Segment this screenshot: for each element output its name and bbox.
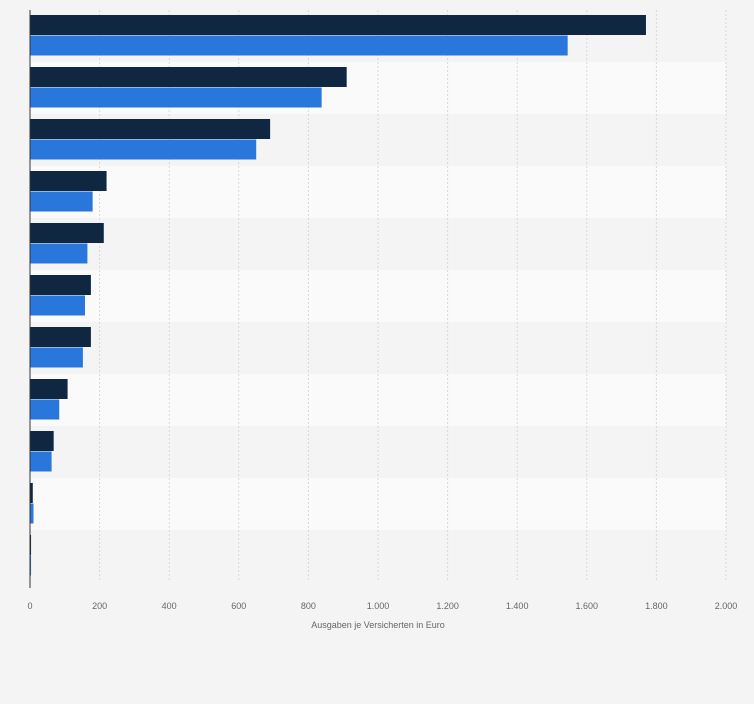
x-tick-label: 400 [162, 601, 177, 611]
bars [30, 15, 646, 576]
bar-series-2[interactable] [30, 243, 88, 264]
bar-series-1[interactable] [30, 535, 32, 555]
bar-series-2[interactable] [30, 399, 60, 420]
x-tick-label: 200 [92, 601, 107, 611]
bar-series-1[interactable] [30, 431, 54, 451]
x-tick-label: 1.600 [576, 601, 599, 611]
bar-series-1[interactable] [30, 67, 347, 87]
bar-series-2[interactable] [30, 295, 85, 316]
gridlines [99, 10, 727, 582]
bar-series-1[interactable] [30, 119, 271, 139]
bar-series-2[interactable] [30, 191, 93, 212]
bar-series-1[interactable] [30, 171, 107, 191]
bar-series-1[interactable] [30, 223, 104, 243]
bar-series-2[interactable] [30, 503, 34, 524]
bar-series-1[interactable] [30, 275, 91, 295]
x-axis-label: Ausgaben je Versicherten in Euro [311, 620, 445, 630]
bar-series-2[interactable] [30, 35, 568, 56]
x-tick-label: 0 [27, 601, 32, 611]
x-tick-label: 1.000 [367, 601, 390, 611]
bar-series-2[interactable] [30, 555, 32, 576]
bar-series-2[interactable] [30, 347, 83, 368]
bar-series-1[interactable] [30, 379, 68, 399]
x-tick-label: 600 [231, 601, 246, 611]
x-tick-label: 1.400 [506, 601, 529, 611]
bar-series-1[interactable] [30, 15, 646, 35]
x-tick-label: 1.800 [645, 601, 668, 611]
x-tick-label: 800 [301, 601, 316, 611]
bar-series-2[interactable] [30, 139, 257, 160]
x-tick-label: 1.200 [436, 601, 459, 611]
bar-series-1[interactable] [30, 327, 91, 347]
bar-series-2[interactable] [30, 451, 52, 472]
bar-series-1[interactable] [30, 483, 33, 503]
x-tick-label: 2.000 [715, 601, 738, 611]
bar-series-2[interactable] [30, 87, 322, 108]
x-tick-labels: 0 200 400 600 800 1.000 1.200 1.400 1.600 1.800 2.… [27, 601, 737, 611]
